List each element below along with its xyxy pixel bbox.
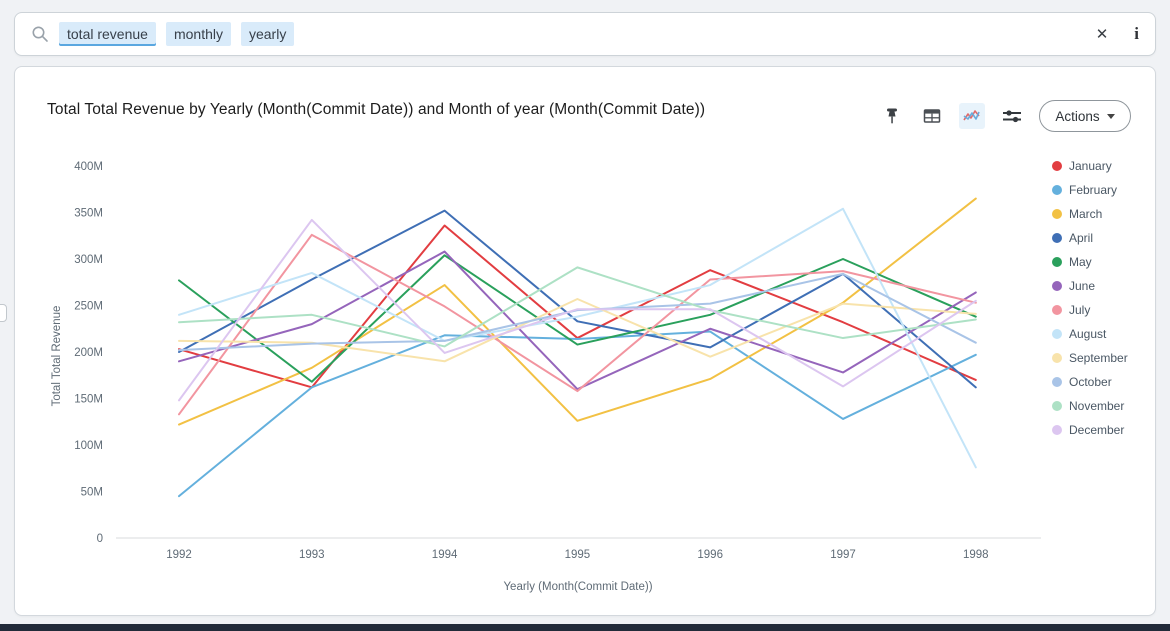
- search-token-1[interactable]: monthly: [165, 22, 231, 46]
- legend-swatch: [1052, 425, 1062, 435]
- legend-item-july[interactable]: July: [1052, 298, 1128, 322]
- series-line-may[interactable]: [178, 254, 977, 383]
- legend-label: October: [1069, 375, 1112, 389]
- y-tick-label: 200M: [74, 347, 103, 359]
- legend-label: January: [1069, 159, 1112, 173]
- legend-item-february[interactable]: February: [1052, 178, 1128, 202]
- legend-swatch: [1052, 233, 1062, 243]
- x-tick-label: 1998: [963, 549, 989, 561]
- search-token-2[interactable]: yearly: [240, 22, 295, 46]
- chevron-down-icon: [1106, 113, 1115, 119]
- legend-label: December: [1069, 423, 1125, 437]
- sliders-icon[interactable]: [999, 103, 1025, 129]
- viz-toolbar: [879, 100, 1025, 132]
- series-line-february[interactable]: [178, 330, 977, 498]
- legend-item-august[interactable]: August: [1052, 322, 1128, 346]
- legend-item-september[interactable]: September: [1052, 346, 1128, 370]
- legend-item-may[interactable]: May: [1052, 250, 1128, 274]
- legend-swatch: [1052, 257, 1062, 267]
- answer-card: Total Total Revenue by Yearly (Month(Com…: [14, 66, 1156, 616]
- legend-label: May: [1069, 255, 1092, 269]
- panel-collapse-handle[interactable]: [0, 304, 7, 322]
- series-line-january[interactable]: [178, 224, 977, 389]
- legend-swatch: [1052, 353, 1062, 363]
- legend-label: July: [1069, 303, 1091, 317]
- legend-label: April: [1069, 231, 1094, 245]
- info-icon[interactable]: i: [1134, 24, 1139, 43]
- x-tick-label: 1996: [697, 549, 723, 561]
- legend-label: June: [1069, 279, 1096, 293]
- x-tick-label: 1994: [432, 549, 458, 561]
- series-line-november[interactable]: [178, 266, 977, 348]
- y-tick-label: 400M: [74, 161, 103, 173]
- line-chart[interactable]: 0 50M 100M 150M 200M 250M 300M 350M 400M 1992 1993…: [15, 141, 1157, 607]
- y-tick-label: 50M: [81, 487, 103, 499]
- table-icon[interactable]: [919, 103, 945, 129]
- series-line-december[interactable]: [178, 218, 977, 402]
- series-line-august[interactable]: [178, 207, 977, 469]
- clear-search-icon[interactable]: ✕: [1095, 26, 1109, 43]
- x-tick-label: 1992: [166, 549, 192, 561]
- line-chart-icon[interactable]: [959, 103, 985, 129]
- y-axis-title: Total Total Revenue: [51, 306, 63, 407]
- legend-item-january[interactable]: January: [1052, 154, 1128, 178]
- legend-swatch: [1052, 209, 1062, 219]
- search-token-0[interactable]: total revenue: [59, 22, 156, 46]
- legend-item-november[interactable]: November: [1052, 394, 1128, 418]
- legend-swatch: [1052, 185, 1062, 195]
- actions-button-label: Actions: [1055, 108, 1100, 124]
- y-tick-label: 100M: [74, 440, 103, 452]
- x-tick-label: 1995: [565, 549, 591, 561]
- search-icon: [32, 26, 48, 42]
- x-tick-label: 1993: [299, 549, 325, 561]
- legend-label: February: [1069, 183, 1118, 197]
- search-token-list[interactable]: total revenue monthly yearly: [59, 22, 1096, 46]
- y-tick-label: 300M: [74, 254, 103, 266]
- y-tick-label: 250M: [74, 301, 103, 313]
- y-tick-label: 350M: [74, 208, 103, 220]
- legend-label: March: [1069, 207, 1103, 221]
- legend-swatch: [1052, 377, 1062, 387]
- line-chart-icon-glyph: [963, 110, 980, 121]
- series-line-july[interactable]: [178, 233, 977, 416]
- sliders-icon-glyph: [1003, 110, 1021, 123]
- chart-legend: January February March April May June July Augu…: [1052, 154, 1128, 442]
- table-icon-glyph: [923, 109, 941, 123]
- legend-swatch: [1052, 305, 1062, 315]
- legend-item-march[interactable]: March: [1052, 202, 1128, 226]
- legend-label: August: [1069, 327, 1107, 341]
- legend-swatch: [1052, 281, 1062, 291]
- chart-title: Total Total Revenue by Yearly (Month(Com…: [47, 101, 706, 118]
- footer-bar: [0, 624, 1170, 631]
- x-tick-label: 1997: [830, 549, 856, 561]
- y-tick-label: 150M: [74, 394, 103, 406]
- legend-swatch: [1052, 329, 1062, 339]
- legend-item-october[interactable]: October: [1052, 370, 1128, 394]
- y-tick-label: 0: [97, 533, 103, 545]
- legend-swatch: [1052, 401, 1062, 411]
- search-bar[interactable]: total revenue monthly yearly ✕ i: [14, 12, 1156, 56]
- x-axis-title: Yearly (Month(Commit Date)): [503, 581, 652, 593]
- series-line-june[interactable]: [178, 250, 977, 391]
- legend-item-april[interactable]: April: [1052, 226, 1128, 250]
- legend-item-december[interactable]: December: [1052, 418, 1128, 442]
- legend-item-june[interactable]: June: [1052, 274, 1128, 298]
- legend-label: September: [1069, 351, 1128, 365]
- legend-swatch: [1052, 161, 1062, 171]
- legend-label: November: [1069, 399, 1125, 413]
- actions-button[interactable]: Actions: [1039, 100, 1131, 132]
- pin-icon[interactable]: [879, 103, 905, 129]
- pin-icon-glyph: [887, 108, 897, 124]
